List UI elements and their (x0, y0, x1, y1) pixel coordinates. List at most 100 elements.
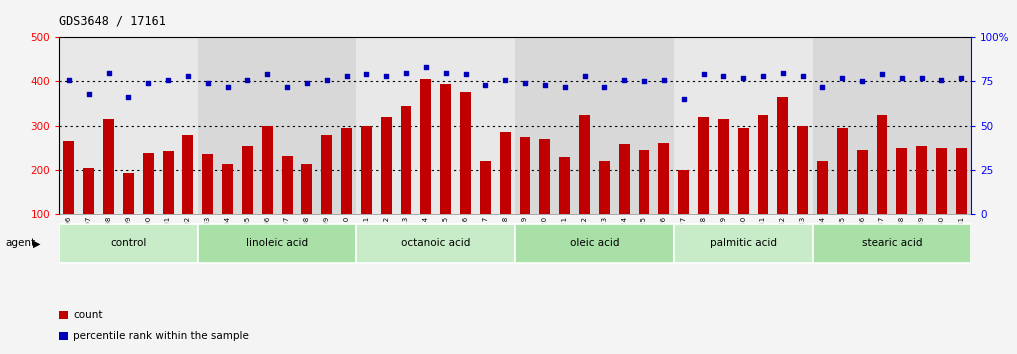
FancyBboxPatch shape (356, 224, 516, 263)
Bar (813, 37, 971, 214)
Bar (301, 164, 312, 214)
Bar (674, 37, 813, 214)
Bar (698, 117, 709, 214)
Text: agent: agent (5, 238, 36, 249)
Point (220, 84, 236, 90)
Bar (282, 156, 293, 214)
Point (239, 77, 255, 82)
Text: GDS3648 / 17161: GDS3648 / 17161 (59, 14, 166, 27)
Point (556, 84, 573, 90)
Point (458, 72, 474, 77)
Point (755, 73, 771, 79)
Point (953, 75, 969, 81)
Bar (401, 106, 412, 214)
Point (358, 72, 374, 77)
Point (735, 75, 752, 81)
Point (913, 75, 930, 81)
Bar (579, 115, 590, 214)
Bar (480, 161, 491, 214)
Text: palmitic acid: palmitic acid (710, 238, 777, 249)
Bar (460, 92, 471, 214)
Point (437, 70, 454, 75)
Point (834, 75, 850, 81)
Bar (242, 145, 253, 214)
Bar (380, 117, 392, 214)
Point (934, 77, 950, 82)
Bar (599, 161, 610, 214)
Point (616, 77, 633, 82)
Bar (658, 143, 669, 214)
Bar (261, 126, 273, 214)
Point (477, 82, 493, 88)
Bar (856, 150, 868, 214)
Point (517, 80, 533, 86)
Bar (758, 115, 769, 214)
Point (894, 75, 910, 81)
Point (596, 84, 612, 90)
Bar (142, 153, 154, 214)
Point (279, 84, 295, 90)
Bar (520, 137, 531, 214)
Bar (163, 152, 174, 214)
Point (874, 72, 890, 77)
Bar (797, 126, 809, 214)
Point (675, 96, 692, 102)
Point (299, 80, 315, 86)
Text: linoleic acid: linoleic acid (246, 238, 308, 249)
Point (854, 79, 871, 84)
Point (180, 73, 196, 79)
Point (398, 70, 414, 75)
Point (418, 64, 434, 70)
Bar (559, 156, 571, 214)
Text: oleic acid: oleic acid (570, 238, 619, 249)
Point (537, 82, 553, 88)
Text: control: control (110, 238, 146, 249)
Bar (63, 141, 74, 214)
Bar (896, 148, 907, 214)
Point (318, 77, 335, 82)
Point (656, 77, 672, 82)
Bar (777, 97, 788, 214)
Text: stearic acid: stearic acid (861, 238, 922, 249)
Bar (361, 126, 372, 214)
Point (61, 77, 77, 82)
Point (140, 80, 157, 86)
Point (199, 80, 216, 86)
Bar (321, 135, 333, 214)
Point (80, 91, 97, 97)
Point (259, 72, 276, 77)
Bar (877, 115, 888, 214)
Point (815, 84, 831, 90)
Bar (936, 148, 947, 214)
Bar (639, 150, 650, 214)
Text: percentile rank within the sample: percentile rank within the sample (73, 331, 249, 341)
Point (775, 70, 791, 75)
Bar (103, 119, 114, 214)
Point (339, 73, 355, 79)
Bar (202, 154, 214, 214)
Bar (198, 37, 357, 214)
Text: ▶: ▶ (33, 238, 40, 249)
Point (101, 70, 117, 75)
FancyBboxPatch shape (673, 224, 813, 263)
FancyBboxPatch shape (59, 224, 197, 263)
Bar (182, 135, 193, 214)
FancyBboxPatch shape (813, 224, 971, 263)
Text: count: count (73, 310, 103, 320)
Bar (420, 79, 431, 214)
Bar (83, 168, 95, 214)
Bar (916, 145, 928, 214)
Point (715, 73, 731, 79)
Bar (59, 37, 198, 214)
Bar (222, 164, 233, 214)
FancyBboxPatch shape (197, 224, 356, 263)
Bar (817, 161, 828, 214)
Point (794, 73, 811, 79)
Bar (440, 84, 452, 214)
Text: octanoic acid: octanoic acid (401, 238, 471, 249)
Point (577, 73, 593, 79)
Bar (718, 119, 729, 214)
Bar (956, 148, 967, 214)
Bar (341, 128, 352, 214)
Point (378, 73, 395, 79)
